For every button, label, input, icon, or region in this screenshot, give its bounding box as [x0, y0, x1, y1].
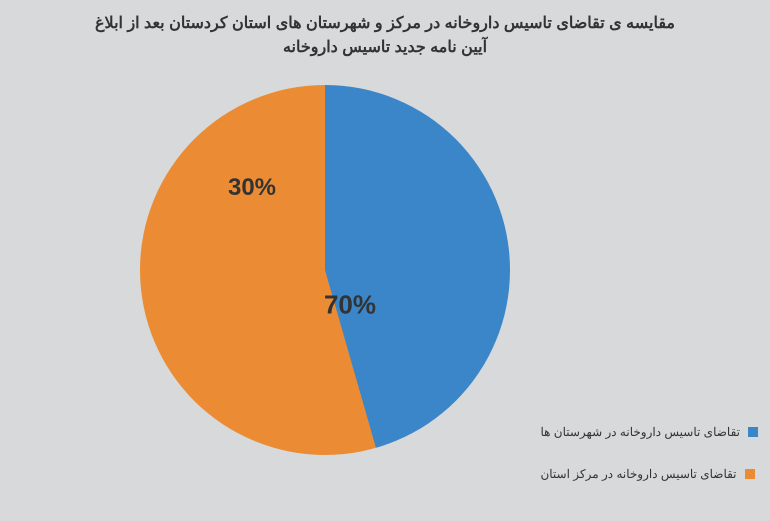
pie-chart — [140, 85, 510, 455]
legend-label-0: تقاضای تاسیس داروخانه در شهرستان ها — [540, 425, 740, 439]
legend-item-1: تقاضای تاسیس داروخانه در مرکز استان — [540, 467, 758, 481]
chart-title: مقایسه ی تقاضای تاسیس داروخانه در مرکز و… — [0, 12, 770, 60]
slice-label-0: 70% — [324, 290, 376, 321]
chart-container: مقایسه ی تقاضای تاسیس داروخانه در مرکز و… — [0, 0, 770, 521]
slice-label-1: 30% — [228, 174, 276, 202]
legend: تقاضای تاسیس داروخانه در شهرستان ها تقاض… — [540, 397, 758, 481]
pie-disc — [140, 85, 510, 455]
legend-item-0: تقاضای تاسیس داروخانه در شهرستان ها — [540, 425, 758, 439]
legend-swatch-1 — [745, 469, 755, 479]
legend-swatch-0 — [748, 427, 758, 437]
chart-title-line2: آیین نامه جدید تاسیس داروخانه — [80, 36, 690, 60]
legend-label-1: تقاضای تاسیس داروخانه در مرکز استان — [540, 467, 736, 481]
chart-title-line1: مقایسه ی تقاضای تاسیس داروخانه در مرکز و… — [80, 12, 690, 36]
